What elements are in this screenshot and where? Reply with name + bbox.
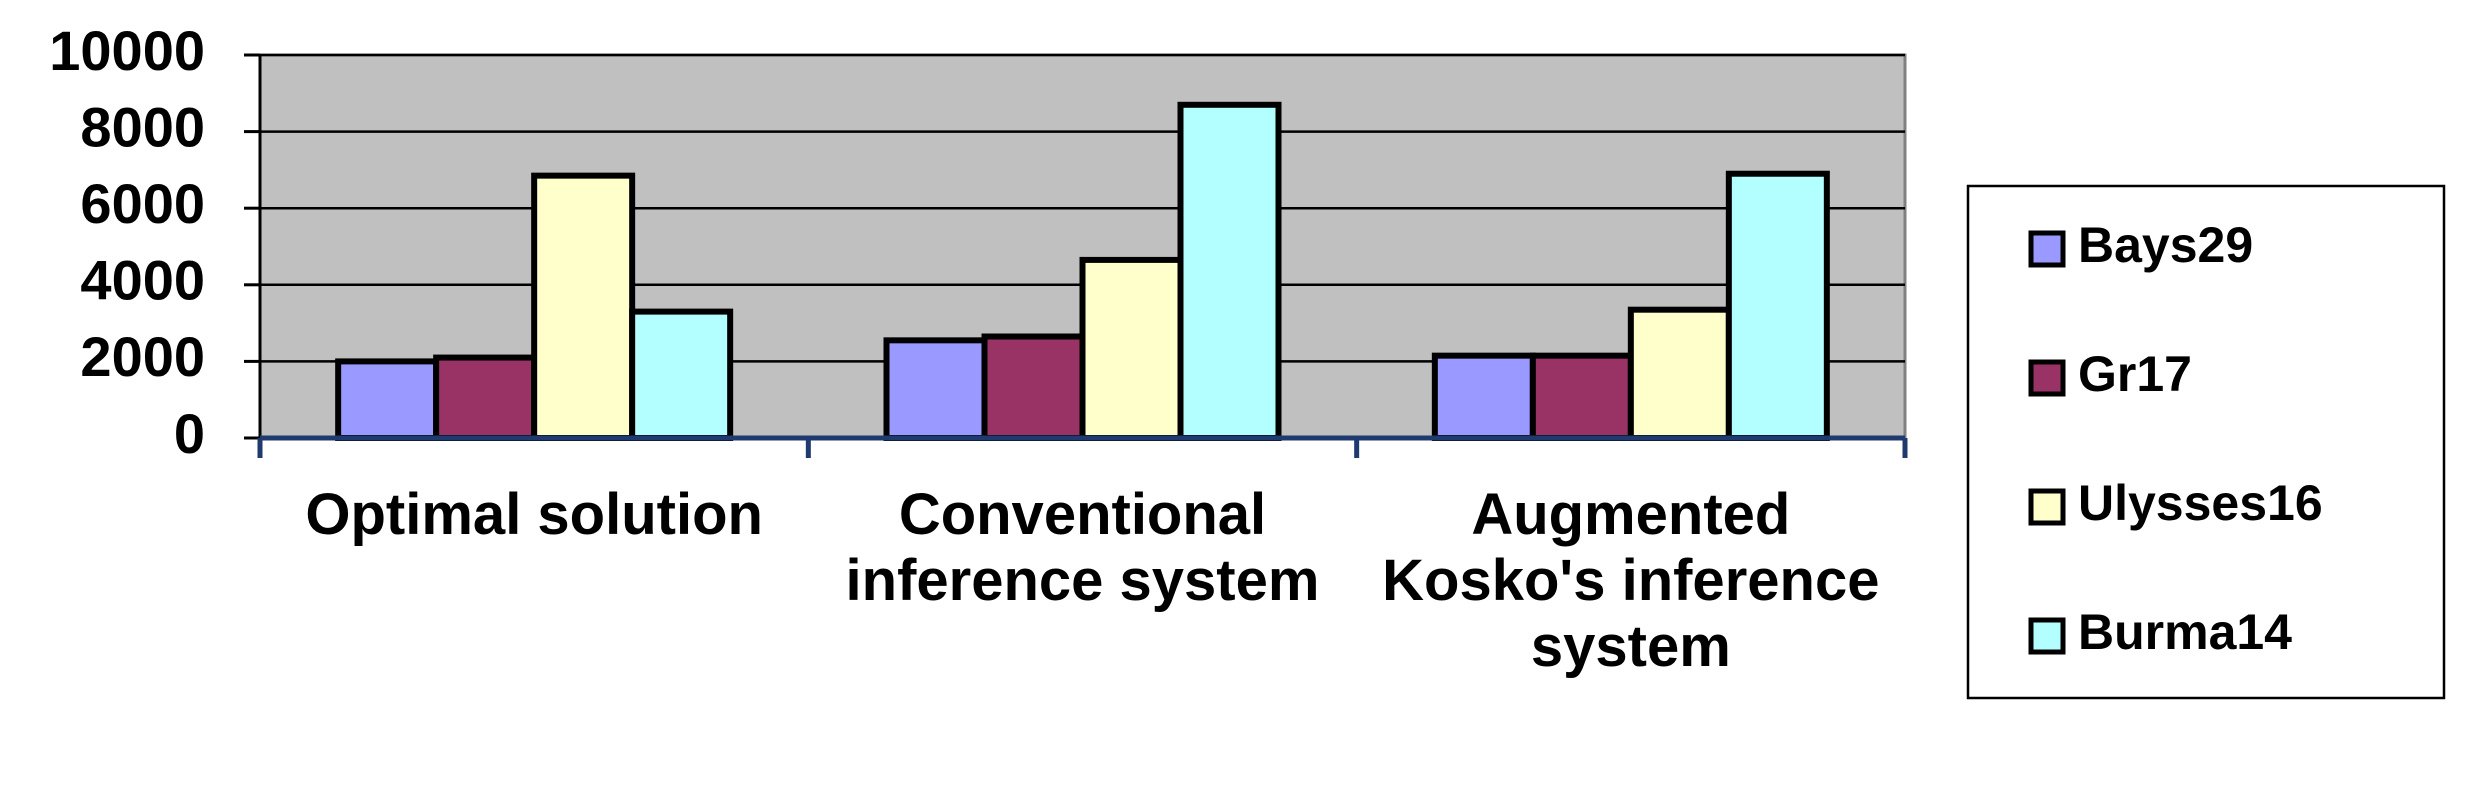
- bar: [1529, 352, 1634, 441]
- x-tick-label: Optimal solution: [305, 482, 763, 547]
- legend-label: Gr17: [2078, 346, 2192, 402]
- bar: [1177, 101, 1282, 441]
- y-tick-label: 8000: [80, 95, 205, 158]
- legend-swatch: [2028, 230, 2066, 268]
- x-tick-label: Conventional inference system: [845, 482, 1320, 613]
- bar: [629, 308, 734, 441]
- legend-label: Burma14: [2078, 604, 2292, 660]
- legend-label: Bays29: [2078, 217, 2253, 273]
- bar: [1079, 256, 1184, 441]
- y-tick-label: 10000: [49, 19, 205, 82]
- legend-swatch: [2028, 488, 2066, 526]
- bar: [335, 358, 440, 441]
- bar: [883, 337, 988, 441]
- y-tick-label: 2000: [80, 325, 205, 388]
- bar: [1725, 170, 1830, 441]
- y-tick-label: 0: [174, 402, 205, 465]
- bar: [531, 172, 636, 442]
- bar: [1627, 306, 1732, 441]
- x-tick-label: Augmented Kosko's inference system: [1382, 482, 1880, 679]
- bar: [1431, 352, 1536, 441]
- legend-swatch: [2028, 359, 2066, 397]
- legend-box: [1966, 184, 2446, 700]
- y-tick-label: 6000: [80, 172, 205, 235]
- bar: [981, 333, 1086, 442]
- y-tick-label: 4000: [80, 249, 205, 312]
- bar: [433, 354, 538, 442]
- legend-label: Ulysses16: [2078, 475, 2323, 531]
- legend-swatch: [2028, 617, 2066, 655]
